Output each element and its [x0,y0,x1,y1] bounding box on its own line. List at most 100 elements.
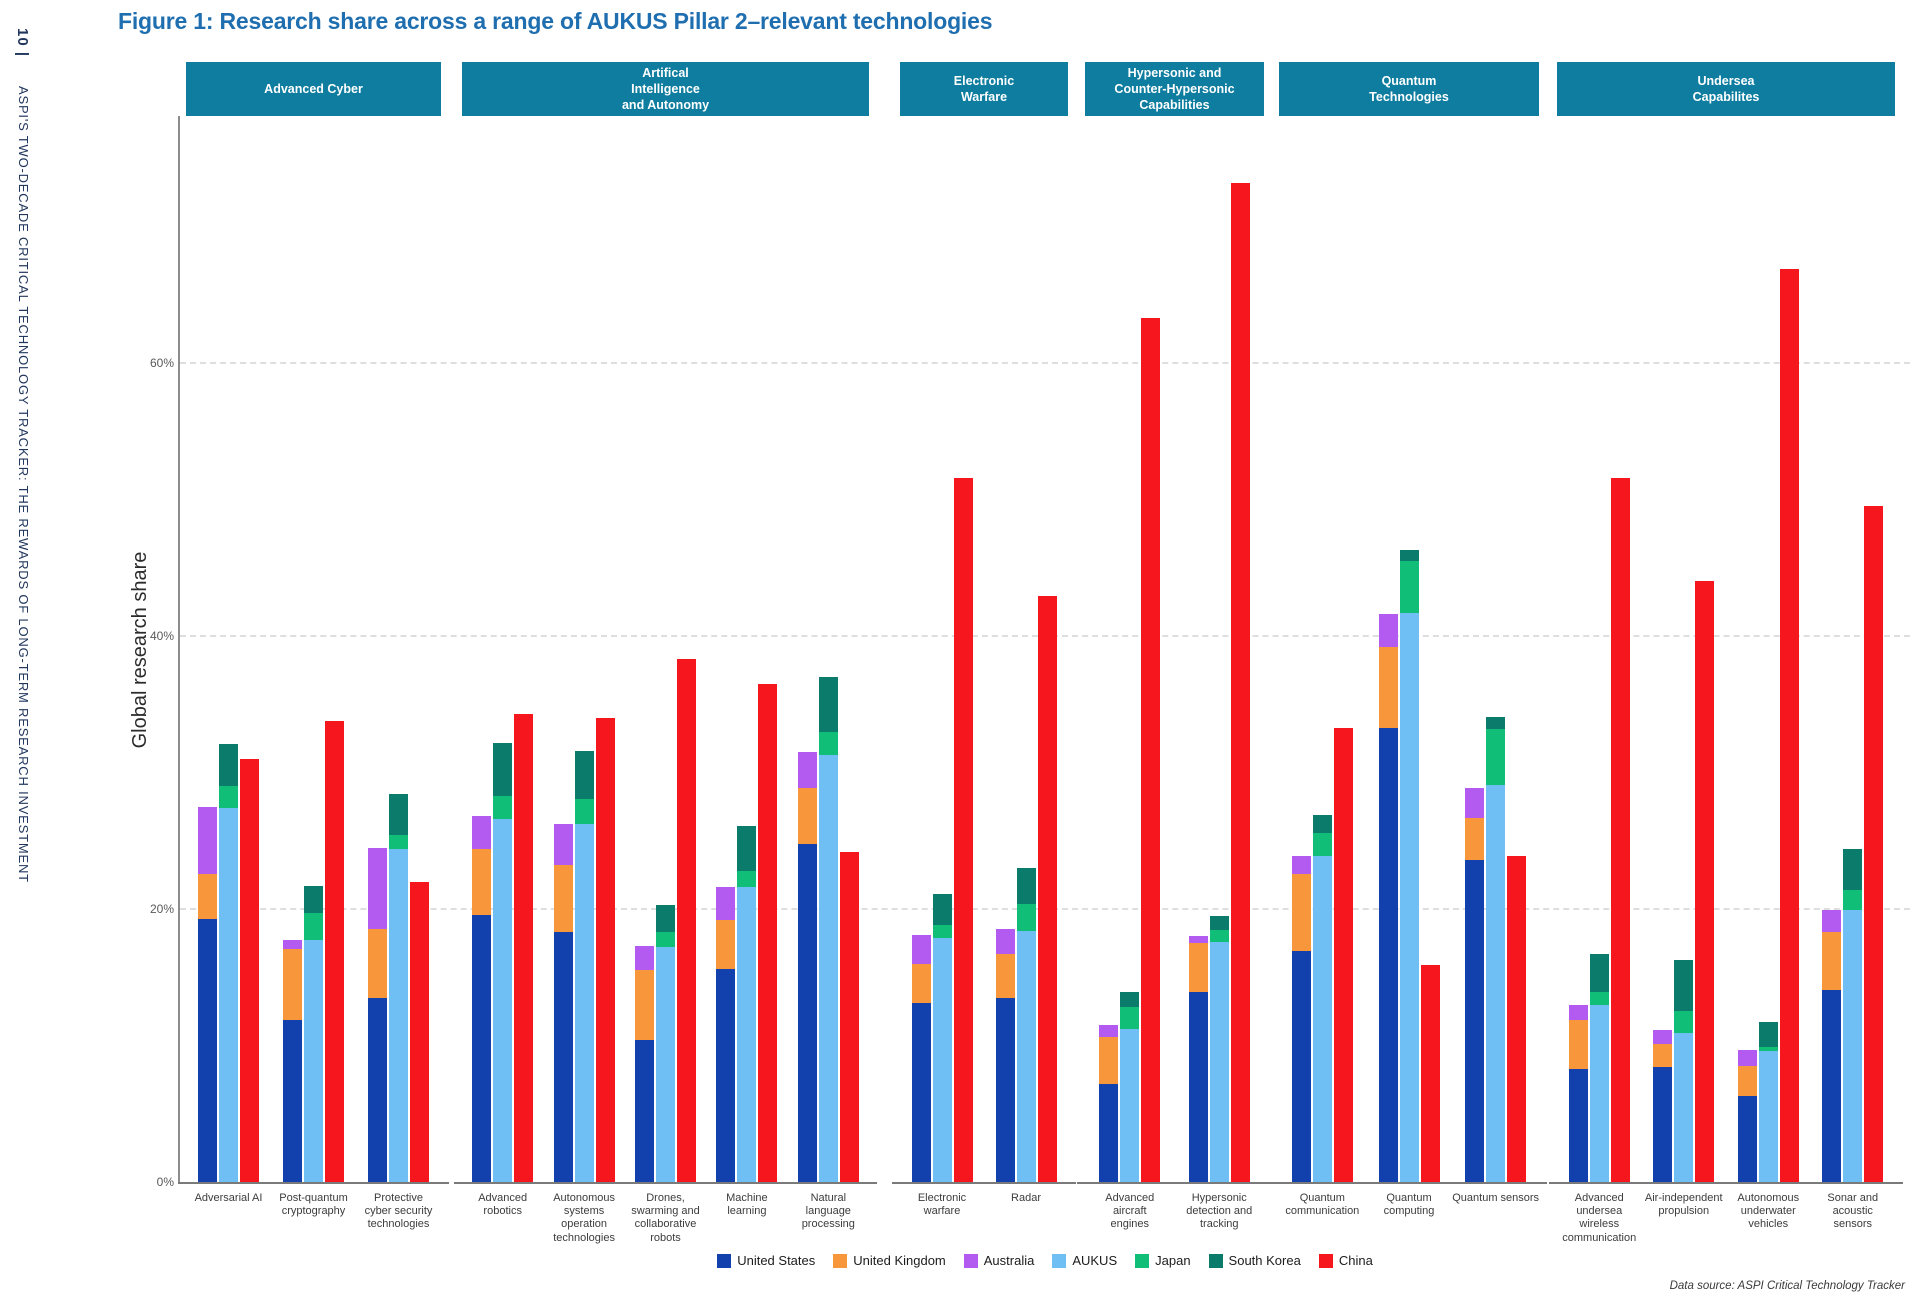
bar-segment-aukus [1312,855,1332,1182]
bar [953,477,973,1182]
legend-item: Australia [963,1253,1035,1268]
bar-segment-jp [574,798,594,825]
bar-segment-uk [635,970,654,1040]
legend-item: China [1318,1253,1373,1268]
bar-segment-cn [953,477,973,1182]
bar-segment-us [1378,727,1398,1182]
bar-segment-uk [553,865,573,933]
bar-segment-jp [1486,728,1506,785]
bar-segment-us [553,932,573,1182]
bar-segment-jp [1016,903,1036,931]
bar-segment-kr [219,743,238,787]
bar-segment-cn [677,659,696,1182]
bar-cluster [1822,116,1884,1182]
bar-segment-kr [737,825,757,871]
bar [304,885,323,1182]
bar-cluster [283,116,344,1182]
bar [1120,992,1140,1182]
bar-segment-cn [1333,727,1353,1182]
x-tick-label: Autonomous systems operation technologie… [553,1192,615,1244]
bar-segment-uk [797,787,817,844]
bar-segment-au [1653,1030,1673,1045]
bar-segment-uk [1291,873,1311,952]
legend-item: United States [717,1253,815,1268]
legend-label: Australia [983,1253,1035,1268]
bar [325,720,344,1182]
bar-segment-kr [1120,992,1140,1008]
x-tick-label: Machine learning [726,1192,768,1218]
bar-segment-uk [1737,1066,1757,1096]
legend-label: China [1338,1253,1373,1268]
bar-segment-uk [368,929,387,998]
bar-segment-aukus [389,848,408,1182]
panel-header: Electronic Warfare [900,62,1068,116]
bar-segment-jp [656,932,675,948]
bar-segment-au [1737,1049,1757,1066]
bar [1378,614,1398,1182]
bar-cluster [635,116,696,1182]
bar-segment-kr [304,885,323,914]
bar-segment-au [283,940,302,949]
bar-segment-aukus [1120,1029,1140,1182]
bar [1568,1004,1588,1182]
y-tick-label: 20% [149,902,174,916]
legend-swatch-icon [1052,1253,1067,1268]
legend-swatch-icon [1135,1253,1150,1268]
bar-segment-cn [595,717,615,1182]
bar [283,940,302,1182]
bar-segment-cn [1779,268,1799,1182]
bar-cluster [553,116,615,1182]
legend-label: AUKUS [1072,1253,1118,1268]
bar-segment-jp [1843,889,1863,911]
bar-segment-au [797,752,817,788]
x-tick-label: Advanced aircraft engines [1105,1192,1155,1231]
bar-segment-cn [1037,596,1057,1182]
panel-header: Hypersonic and Counter-Hypersonic Capabi… [1085,62,1264,116]
x-axis-line [1271,1182,1547,1184]
bar-segment-au [1822,910,1842,933]
bar-cluster [1568,116,1630,1182]
bar-segment-jp [389,835,408,849]
legend-item: Japan [1135,1253,1191,1268]
bar [1779,268,1799,1182]
bar [1230,182,1250,1182]
panel-header: Quantum Technologies [1279,62,1539,116]
bar-segment-aukus [493,818,513,1182]
bar [1843,848,1863,1182]
x-tick-label: Electronic warfare [917,1192,967,1218]
bar-segment-jp [932,925,952,938]
bar-segment-au [995,929,1015,955]
x-tick-label: Post-quantum cryptography [279,1192,348,1218]
bar-segment-kr [1016,868,1036,904]
bar [1610,477,1630,1182]
legend-swatch-icon [833,1253,848,1268]
panel-header: Undersea Capabilites [1557,62,1895,116]
bar-segment-kr [389,794,408,836]
bar-segment-cn [1695,581,1715,1182]
legend-swatch-icon [1318,1253,1333,1268]
bar-segment-uk [716,920,736,970]
bar [389,794,408,1182]
bar-segment-kr [1399,550,1419,561]
bar-segment-uk [1465,817,1485,860]
bar-segment-kr [1486,716,1506,729]
x-tick-label: Hypersonic detection and tracking [1186,1192,1253,1231]
bar-segment-aukus [1758,1051,1778,1182]
bar-segment-kr [493,742,513,796]
bar-segment-cn [1864,506,1884,1182]
bar [758,683,778,1182]
bar [553,824,573,1182]
bar [240,758,259,1182]
bar-segment-kr [818,677,838,732]
bar-segment-uk [198,873,217,919]
bar [1312,814,1332,1182]
bar-segment-kr [932,894,952,926]
bar-segment-us [1465,859,1485,1182]
bar [818,677,838,1182]
bar [1420,965,1440,1182]
bar-segment-jp [1758,1046,1778,1051]
bar-segment-us [368,997,387,1182]
sidebar-running-title: ASPI'S TWO-DECADE CRITICAL TECHNOLOGY TR… [16,86,31,883]
bar-cluster [797,116,859,1182]
bar-segment-us [911,1003,931,1182]
